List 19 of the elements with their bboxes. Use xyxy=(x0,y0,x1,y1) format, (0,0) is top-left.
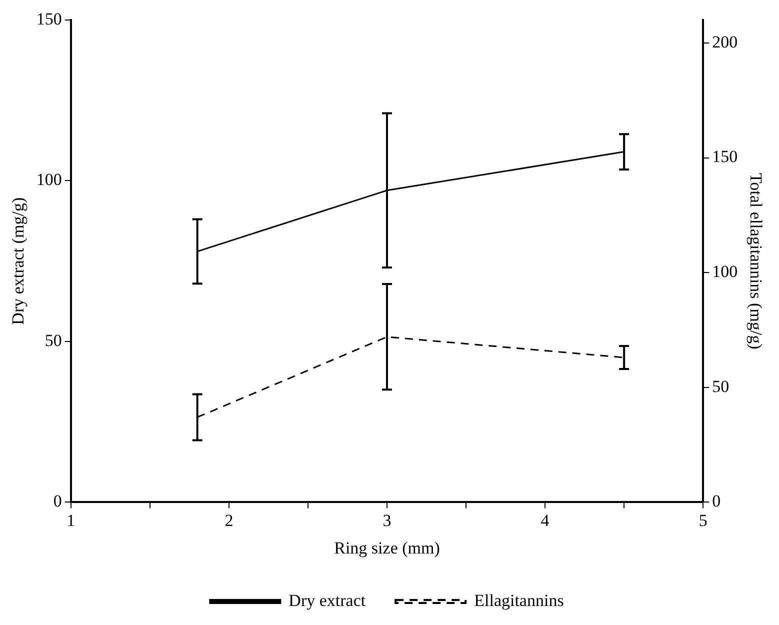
legend-label: Dry extract xyxy=(288,590,366,610)
x-tick-label: 3 xyxy=(382,510,392,530)
y-tick-label: 150 xyxy=(36,9,62,28)
y-tick-label: 50 xyxy=(44,330,62,350)
y2-tick-label: 0 xyxy=(712,492,721,511)
x-tick-label: 4 xyxy=(540,510,550,530)
y2-tick-label: 100 xyxy=(712,262,738,282)
y-axis-title: Dry extract (mg/g) xyxy=(8,197,28,325)
legend-label: Ellagitannins xyxy=(474,590,564,610)
y2-tick-label: 200 xyxy=(712,32,738,52)
x-axis-title: Ring size (mm) xyxy=(334,538,440,558)
x-tick-label: 2 xyxy=(224,510,234,530)
y2-axis-title: Total ellagitannins (mg/g) xyxy=(746,172,766,350)
x-tick-label: 5 xyxy=(698,510,708,530)
x-tick-label: 1 xyxy=(66,510,76,530)
y2-tick-label: 150 xyxy=(712,147,738,166)
y-tick-label: 100 xyxy=(36,170,62,190)
y2-tick-label: 50 xyxy=(712,376,730,396)
y-tick-label: 0 xyxy=(53,492,62,511)
